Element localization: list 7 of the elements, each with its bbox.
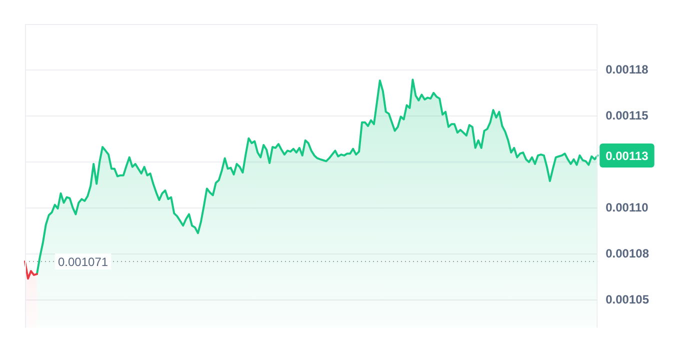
ref-line-label: 0.001071 xyxy=(58,254,108,269)
y-tick-label: 0.00115 xyxy=(606,108,649,122)
y-tick-label: 0.00105 xyxy=(606,292,650,306)
y-tick-label: 0.00118 xyxy=(606,62,649,76)
y-tick-label: 0.00110 xyxy=(606,200,649,214)
y-tick-label: 0.00108 xyxy=(606,246,650,260)
text: 0.00113 xyxy=(606,148,649,163)
